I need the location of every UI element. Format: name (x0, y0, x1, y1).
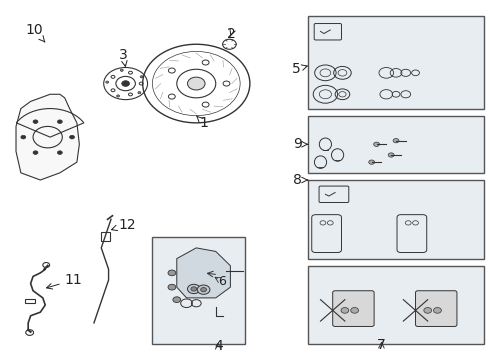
Circle shape (168, 284, 176, 290)
Circle shape (121, 69, 123, 71)
FancyBboxPatch shape (308, 180, 484, 258)
Circle shape (140, 76, 143, 78)
Circle shape (57, 151, 62, 154)
Polygon shape (16, 94, 79, 180)
Text: 12: 12 (112, 218, 136, 231)
Circle shape (197, 285, 210, 294)
Circle shape (138, 91, 141, 94)
Circle shape (191, 287, 197, 291)
FancyBboxPatch shape (308, 116, 484, 173)
FancyBboxPatch shape (308, 16, 484, 109)
Text: 2: 2 (227, 27, 236, 41)
Circle shape (70, 135, 74, 139)
Circle shape (434, 307, 441, 313)
Text: 7: 7 (377, 338, 386, 352)
FancyBboxPatch shape (308, 266, 484, 344)
Circle shape (188, 284, 200, 294)
Circle shape (106, 81, 109, 83)
Circle shape (201, 288, 206, 292)
Circle shape (393, 139, 399, 143)
Circle shape (351, 307, 359, 313)
Text: 6: 6 (218, 275, 226, 288)
Circle shape (369, 160, 374, 164)
Circle shape (173, 297, 181, 302)
Text: 4: 4 (214, 339, 222, 353)
Circle shape (341, 307, 349, 313)
Circle shape (21, 135, 26, 139)
Text: 3: 3 (119, 48, 127, 66)
Circle shape (122, 81, 129, 86)
Text: 10: 10 (25, 23, 45, 42)
Circle shape (33, 120, 38, 123)
Bar (101, 232, 110, 241)
Circle shape (374, 142, 379, 147)
Text: 9: 9 (293, 137, 308, 151)
Text: 11: 11 (47, 273, 82, 289)
Circle shape (117, 95, 120, 97)
Circle shape (33, 151, 38, 154)
FancyBboxPatch shape (416, 291, 457, 327)
Circle shape (168, 270, 176, 276)
Polygon shape (177, 248, 230, 298)
Text: 1: 1 (196, 116, 208, 130)
FancyBboxPatch shape (333, 291, 374, 327)
Bar (25, 299, 34, 303)
Circle shape (388, 153, 394, 157)
FancyBboxPatch shape (152, 237, 245, 344)
Text: 5: 5 (292, 62, 307, 76)
Circle shape (188, 77, 205, 90)
Circle shape (57, 120, 62, 123)
Circle shape (424, 307, 432, 313)
Text: 8: 8 (293, 173, 308, 187)
